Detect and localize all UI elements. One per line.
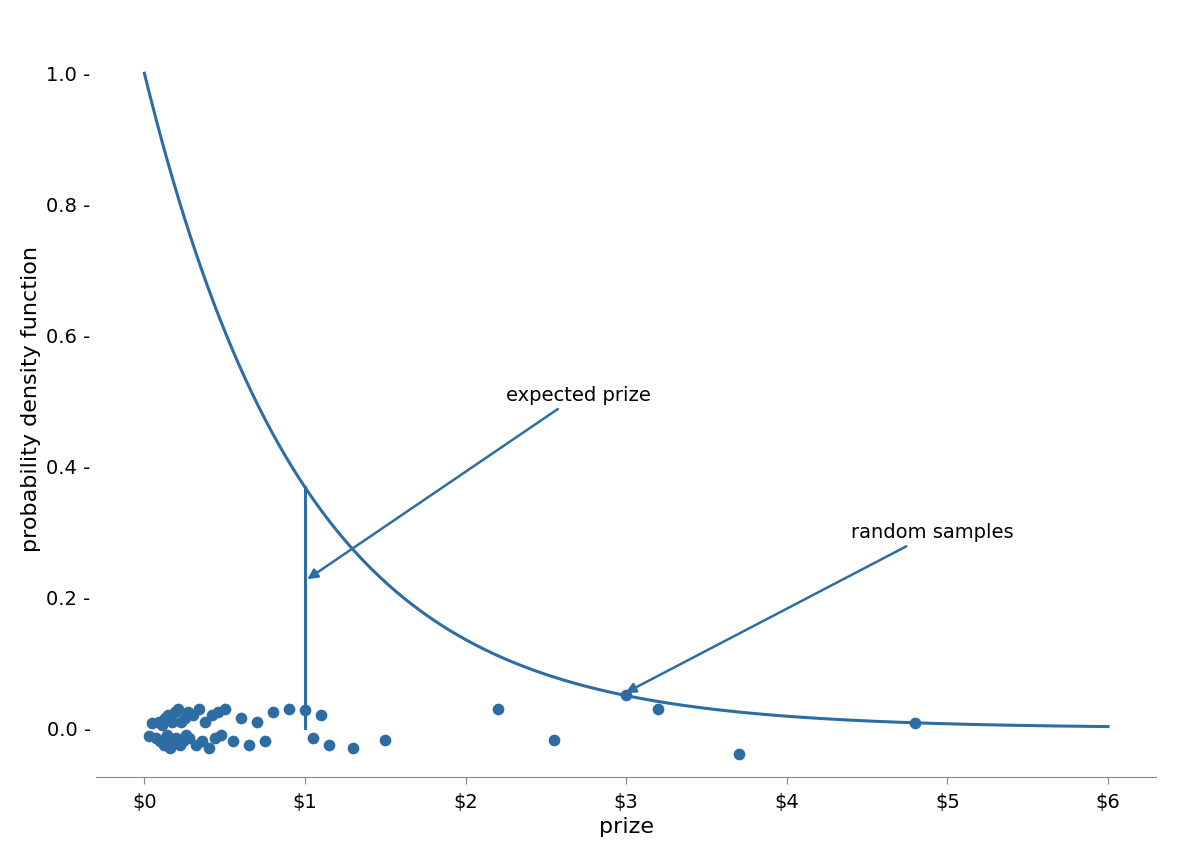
Point [197, 715, 215, 728]
Point [206, 731, 225, 745]
Point [649, 702, 667, 716]
X-axis label: prize: prize [599, 817, 653, 837]
Point [186, 738, 205, 752]
Point [180, 731, 199, 745]
Point [164, 734, 182, 748]
Point [162, 715, 181, 728]
Point [159, 708, 178, 722]
Point [189, 702, 208, 716]
Point [153, 718, 172, 732]
Point [304, 731, 322, 745]
Point [208, 705, 227, 719]
Point [320, 738, 339, 752]
Point [232, 711, 251, 725]
Point [545, 733, 564, 746]
Point [173, 734, 192, 748]
Point [264, 705, 282, 719]
Point [166, 705, 185, 719]
Point [177, 728, 195, 741]
Point [279, 702, 298, 716]
Point [730, 747, 749, 761]
Text: expected prize: expected prize [310, 386, 651, 577]
Point [295, 703, 314, 716]
Point [168, 702, 187, 716]
Point [202, 708, 221, 722]
Point [175, 711, 194, 725]
Point [171, 738, 189, 752]
Point [158, 728, 177, 741]
Point [140, 729, 159, 743]
Point [215, 702, 234, 716]
Point [255, 734, 274, 748]
Point [193, 734, 212, 748]
Point [154, 738, 173, 752]
Point [199, 741, 218, 755]
Point [212, 728, 231, 741]
Point [906, 716, 925, 730]
Point [167, 731, 186, 745]
Point [375, 733, 394, 746]
Point [617, 689, 636, 703]
Point [151, 734, 169, 748]
Point [149, 715, 168, 728]
Point [247, 715, 266, 728]
Point [239, 738, 258, 752]
Point [142, 716, 161, 730]
Text: random samples: random samples [627, 523, 1013, 692]
Point [488, 702, 507, 716]
Point [184, 708, 202, 722]
Point [224, 734, 242, 748]
Point [146, 731, 165, 745]
Y-axis label: probability density function: probability density function [21, 246, 41, 552]
Point [155, 711, 174, 725]
Point [312, 708, 331, 722]
Point [179, 705, 198, 719]
Point [160, 741, 179, 755]
Point [172, 715, 191, 728]
Point [344, 741, 363, 755]
